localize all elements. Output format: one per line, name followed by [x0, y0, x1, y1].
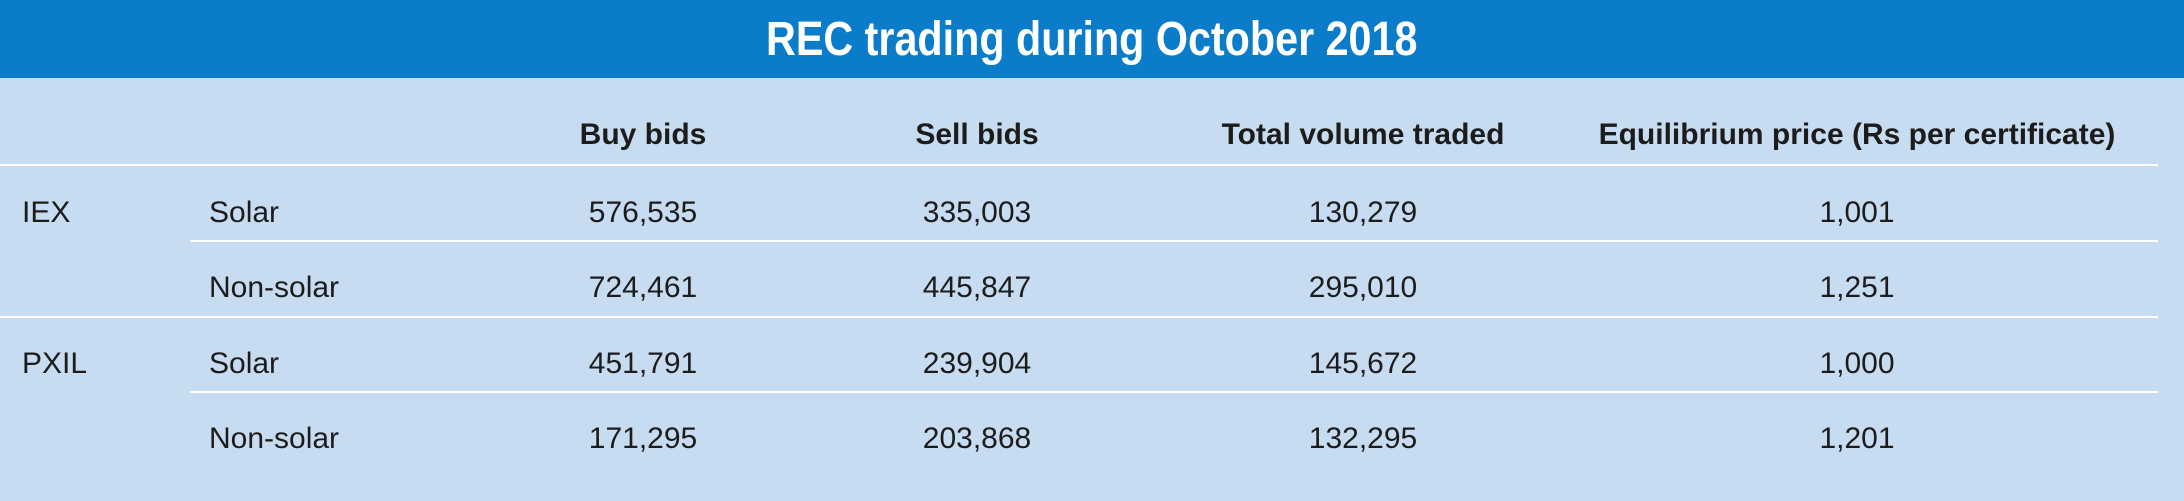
- header-total-volume: Total volume traded: [1221, 118, 1505, 151]
- table-title: REC trading during October 2018: [766, 12, 1418, 66]
- row-segment: Solar: [209, 347, 280, 380]
- cell-equilibrium-price: 1,251: [1819, 271, 1895, 304]
- cell-buy-bids: 451,791: [588, 347, 698, 380]
- cell-total-volume: 295,010: [1308, 271, 1418, 304]
- cell-sell-bids: 335,003: [922, 196, 1032, 229]
- cell-total-volume: 132,295: [1308, 422, 1418, 455]
- cell-buy-bids: 171,295: [588, 422, 698, 455]
- row-segment: Non-solar: [209, 271, 340, 304]
- row-exchange: IEX: [22, 196, 71, 229]
- row-exchange: PXIL: [22, 347, 88, 380]
- cell-buy-bids: 576,535: [588, 196, 698, 229]
- row-segment: Non-solar: [209, 422, 340, 455]
- header-sell-bids: Sell bids: [915, 118, 1039, 151]
- cell-equilibrium-price: 1,201: [1819, 422, 1895, 455]
- rec-trading-table: [0, 78, 2184, 501]
- row-rule: [190, 391, 2158, 393]
- cell-total-volume: 130,279: [1308, 196, 1418, 229]
- cell-total-volume: 145,672: [1308, 347, 1418, 380]
- cell-buy-bids: 724,461: [588, 271, 698, 304]
- header-buy-bids: Buy bids: [579, 118, 707, 151]
- cell-equilibrium-price: 1,000: [1819, 347, 1895, 380]
- header-equilibrium-price: Equilibrium price (Rs per certificate): [1598, 118, 2116, 151]
- title-bar: REC trading during October 2018: [0, 0, 2184, 78]
- cell-equilibrium-price: 1,001: [1819, 196, 1895, 229]
- cell-sell-bids: 203,868: [922, 422, 1032, 455]
- row-rule: [190, 240, 2158, 242]
- header-rule: [0, 164, 2158, 166]
- row-segment: Solar: [209, 196, 280, 229]
- cell-sell-bids: 239,904: [922, 347, 1032, 380]
- group-rule: [0, 316, 2158, 318]
- cell-sell-bids: 445,847: [922, 271, 1032, 304]
